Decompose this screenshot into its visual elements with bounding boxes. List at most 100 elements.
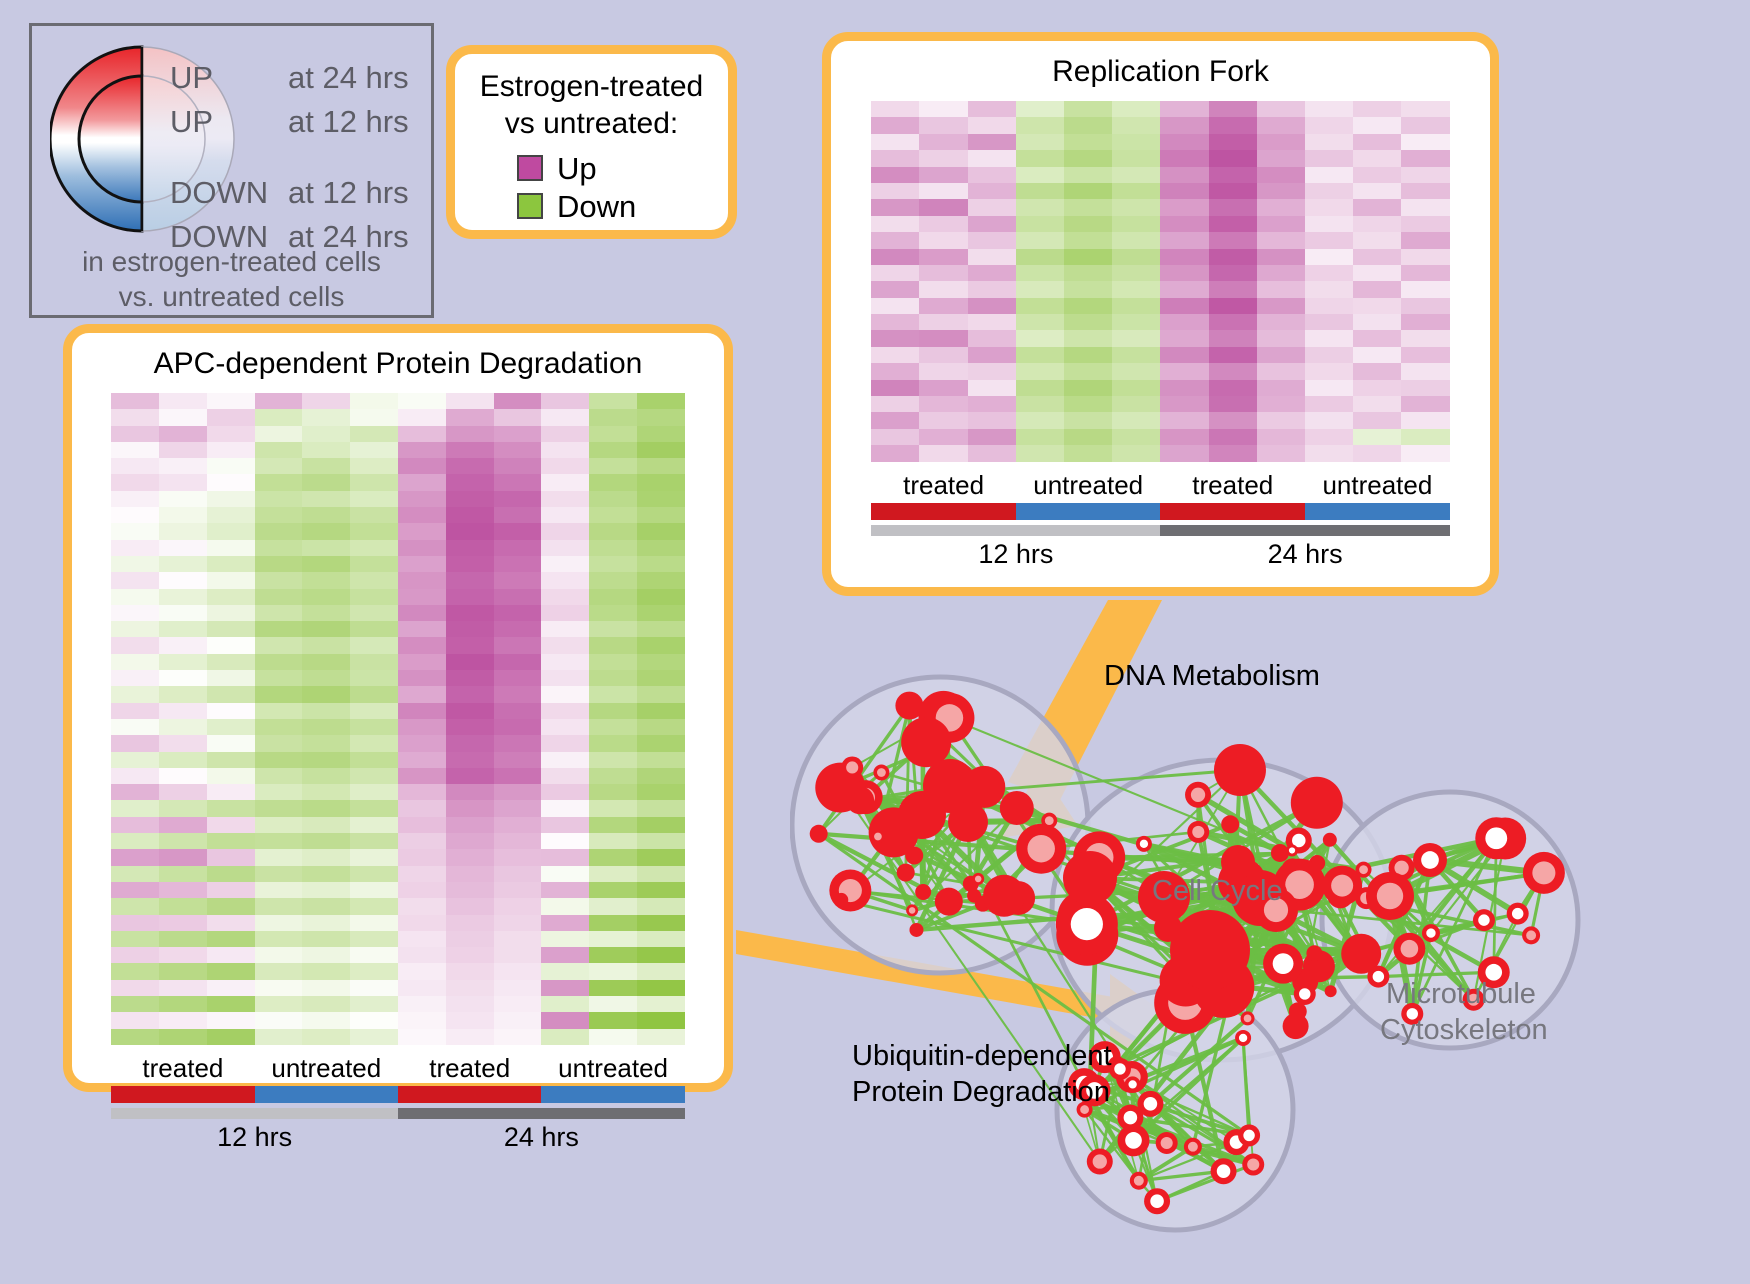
heatmap-cell (1160, 199, 1208, 215)
axis-column-labels: treated untreated treated untreated (111, 1053, 685, 1084)
network-node[interactable] (898, 791, 946, 839)
panel-apc-dependent-protein-degradation: APC-dependent Protein Degradation treate… (63, 324, 733, 1092)
heatmap-cell (637, 735, 685, 751)
heatmap-cell (350, 719, 398, 735)
heatmap-cell (255, 915, 303, 931)
heatmap-cell (541, 523, 589, 539)
heatmap-cell (637, 654, 685, 670)
heatmap-cell (494, 474, 542, 490)
network-node[interactable] (1000, 791, 1034, 825)
network-node[interactable] (905, 847, 923, 865)
network-node[interactable] (1344, 939, 1362, 957)
heatmap-cell (207, 637, 255, 653)
heatmap-cell (111, 523, 159, 539)
heatmap-cell (494, 605, 542, 621)
heatmap-cell (1016, 265, 1064, 281)
heatmap-cell (398, 898, 446, 914)
heatmap-cell (1160, 330, 1208, 346)
bar-treated-12 (111, 1086, 254, 1103)
heatmap-cell (1160, 232, 1208, 248)
heatmap-cell (637, 507, 685, 523)
heatmap-cell (255, 963, 303, 979)
heatmap-cell (1353, 117, 1401, 133)
network-label-cell-cycle: Cell Cycle (1152, 875, 1283, 908)
network-node[interactable] (909, 923, 923, 937)
network-node[interactable] (935, 888, 963, 916)
heatmap-cell (541, 540, 589, 556)
network-node[interactable] (1170, 910, 1250, 990)
heatmap-cell (350, 654, 398, 670)
network-node[interactable] (1221, 845, 1255, 879)
heatmap-cell (1209, 347, 1257, 363)
axis-label-treated-24: treated (1160, 470, 1305, 501)
heatmap-cell (494, 442, 542, 458)
heatmap-cell (589, 719, 637, 735)
network-node[interactable] (1221, 815, 1239, 833)
heatmap-cell (1401, 281, 1449, 297)
heatmap-cell (302, 833, 350, 849)
network-node[interactable] (810, 825, 828, 843)
heatmap-cell (589, 670, 637, 686)
heatmap-cell (111, 670, 159, 686)
network-node[interactable] (1323, 833, 1337, 847)
heatmap-cell (919, 281, 967, 297)
heatmap-cell (871, 314, 919, 330)
heatmap-cell (207, 654, 255, 670)
heatmap-cell (968, 314, 1016, 330)
heatmap-cell (1016, 134, 1064, 150)
network-node[interactable] (983, 875, 1025, 917)
heatmap-cell (541, 1029, 589, 1045)
network-node[interactable] (1289, 1002, 1307, 1020)
network-node[interactable] (1325, 985, 1337, 997)
network-node[interactable] (1214, 744, 1266, 796)
heatmap-cell (589, 768, 637, 784)
network-node[interactable] (1154, 914, 1182, 942)
heatmap-cell (637, 996, 685, 1012)
network-node[interactable] (901, 717, 951, 767)
heatmap-cell (207, 393, 255, 409)
heatmap-cell (637, 426, 685, 442)
heatmap-cell (919, 216, 967, 232)
heatmap-cell (302, 605, 350, 621)
heatmap-cell (111, 393, 159, 409)
heatmap-cell (446, 621, 494, 637)
network-node[interactable] (1291, 777, 1343, 829)
heatmap-cell (350, 637, 398, 653)
heatmap-cell (207, 866, 255, 882)
heatmap-cell (111, 980, 159, 996)
heatmap-cell (541, 507, 589, 523)
heatmap-cell (398, 703, 446, 719)
heatmap-cell (1353, 412, 1401, 428)
network-node[interactable] (834, 893, 848, 907)
heatmap-cell (446, 393, 494, 409)
network-node-core (1526, 930, 1536, 940)
network-node[interactable] (1271, 844, 1289, 862)
network-node[interactable] (1306, 945, 1322, 961)
heatmap-cell (302, 572, 350, 588)
network-node[interactable] (897, 864, 915, 882)
network-node[interactable] (948, 802, 988, 842)
heatmap-cell (1353, 183, 1401, 199)
network-node[interactable] (915, 884, 931, 900)
heatmap-cell (637, 817, 685, 833)
heatmap-cell (1160, 314, 1208, 330)
network-node[interactable] (895, 692, 923, 720)
heatmap-cell (1353, 347, 1401, 363)
heatmap-cell (1257, 314, 1305, 330)
heatmap-cell (494, 980, 542, 996)
axis-label-treated-12: treated (111, 1053, 254, 1084)
heatmap-cell (159, 670, 207, 686)
heatmap-cell (159, 996, 207, 1012)
heatmap-cell (1257, 445, 1305, 461)
network-node[interactable] (846, 786, 874, 814)
heatmap-cell (255, 898, 303, 914)
heatmap-cell (159, 898, 207, 914)
heatmap-cell (589, 556, 637, 572)
heatmap-cell (1305, 101, 1353, 117)
heatmap-cell (1305, 216, 1353, 232)
network-node[interactable] (1063, 851, 1117, 905)
network-node-core (1191, 788, 1205, 802)
heatmap-cell (446, 882, 494, 898)
heatmap-cell (255, 605, 303, 621)
